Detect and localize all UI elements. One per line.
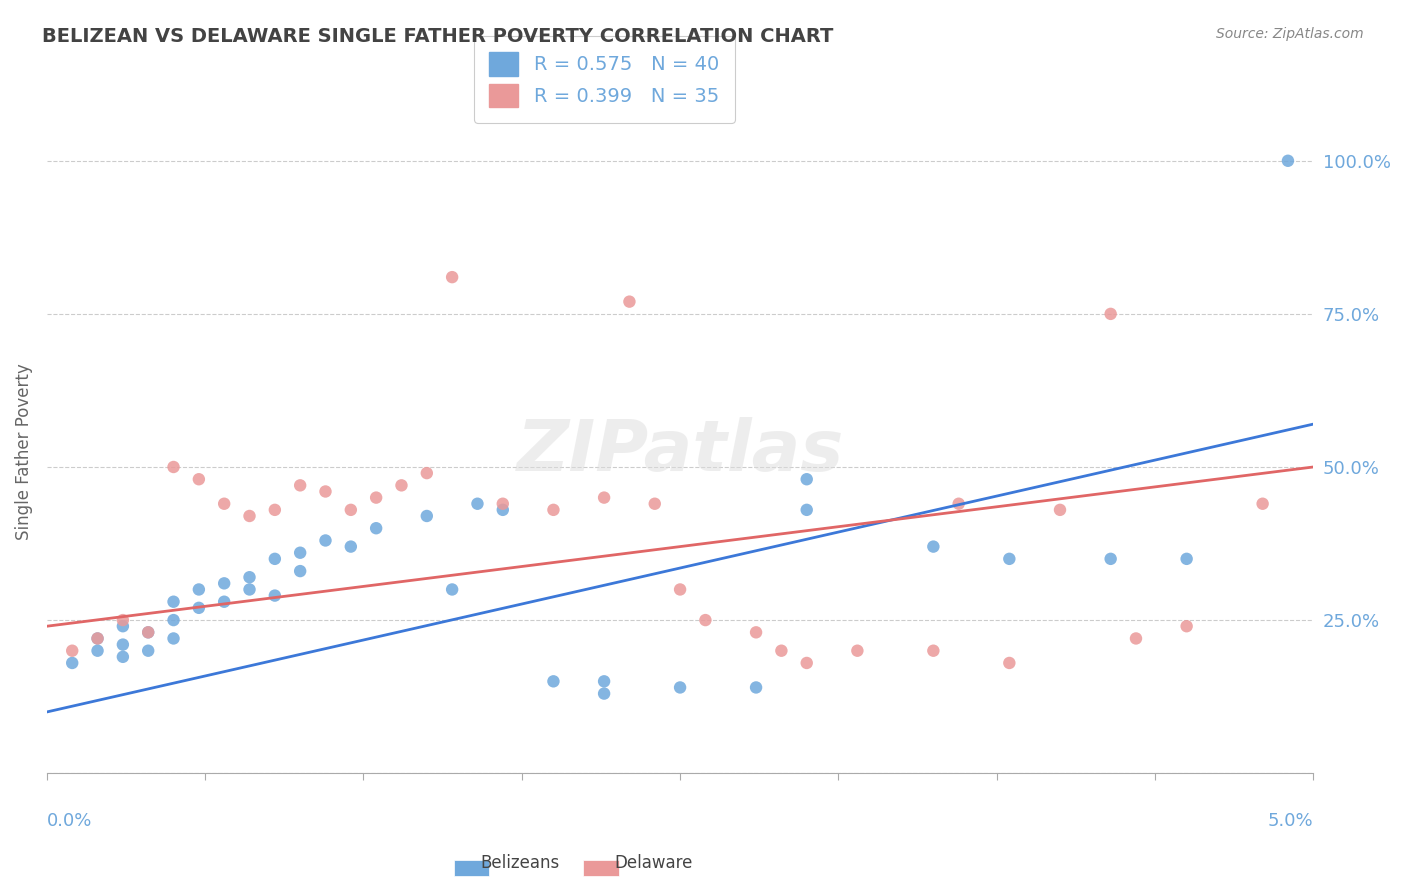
Point: [162, 460, 184, 475]
Point: [745, 681, 768, 695]
Point: [1277, 153, 1299, 168]
Point: [187, 600, 209, 615]
Point: [467, 497, 489, 511]
Point: [644, 497, 666, 511]
Point: [1049, 503, 1071, 517]
Y-axis label: Single Father Poverty: Single Father Poverty: [15, 363, 32, 540]
Point: [315, 533, 337, 548]
Point: [366, 521, 388, 535]
Point: [187, 472, 209, 486]
Point: [1175, 619, 1198, 633]
Point: [593, 674, 616, 689]
Point: [441, 582, 464, 597]
Point: [162, 632, 184, 646]
Text: Source: ZipAtlas.com: Source: ZipAtlas.com: [1216, 27, 1364, 41]
Text: ZIPatlas: ZIPatlas: [516, 417, 844, 486]
Point: [288, 546, 311, 560]
Point: [288, 564, 311, 578]
Point: [846, 643, 869, 657]
Point: [796, 472, 818, 486]
Point: [366, 491, 388, 505]
Point: [136, 625, 159, 640]
Point: [238, 570, 260, 584]
Point: [695, 613, 717, 627]
Point: [770, 643, 793, 657]
Point: [543, 674, 565, 689]
Point: [136, 643, 159, 657]
Point: [998, 656, 1021, 670]
Text: BELIZEAN VS DELAWARE SINGLE FATHER POVERTY CORRELATION CHART: BELIZEAN VS DELAWARE SINGLE FATHER POVER…: [42, 27, 834, 45]
Point: [593, 491, 616, 505]
Point: [315, 484, 337, 499]
Text: 0.0%: 0.0%: [46, 812, 93, 830]
Point: [340, 540, 363, 554]
Point: [416, 466, 439, 480]
Point: [593, 687, 616, 701]
Point: [492, 503, 515, 517]
Point: [263, 589, 285, 603]
Text: 5.0%: 5.0%: [1268, 812, 1313, 830]
Point: [212, 497, 235, 511]
Point: [86, 632, 108, 646]
Point: [1251, 497, 1274, 511]
Point: [162, 613, 184, 627]
Point: [238, 508, 260, 523]
Point: [745, 625, 768, 640]
Point: [669, 681, 692, 695]
Point: [60, 656, 83, 670]
Point: [796, 503, 818, 517]
Point: [111, 638, 134, 652]
Point: [111, 649, 134, 664]
Point: [340, 503, 363, 517]
Point: [212, 576, 235, 591]
Point: [1099, 307, 1122, 321]
Text: Belizeans: Belizeans: [481, 855, 560, 872]
Point: [922, 643, 945, 657]
Point: [263, 552, 285, 566]
Point: [998, 552, 1021, 566]
Point: [1175, 552, 1198, 566]
Point: [669, 582, 692, 597]
Point: [162, 595, 184, 609]
Point: [111, 613, 134, 627]
Point: [619, 294, 641, 309]
Point: [86, 632, 108, 646]
Point: [288, 478, 311, 492]
Point: [922, 540, 945, 554]
Point: [441, 270, 464, 285]
FancyBboxPatch shape: [454, 860, 489, 876]
Point: [212, 595, 235, 609]
Point: [187, 582, 209, 597]
FancyBboxPatch shape: [583, 860, 619, 876]
Point: [796, 656, 818, 670]
Point: [1099, 552, 1122, 566]
Point: [111, 619, 134, 633]
Point: [948, 497, 970, 511]
Text: Delaware: Delaware: [614, 855, 693, 872]
Point: [263, 503, 285, 517]
Legend: R = 0.575   N = 40, R = 0.399   N = 35: R = 0.575 N = 40, R = 0.399 N = 35: [474, 37, 735, 123]
Point: [86, 643, 108, 657]
Point: [492, 497, 515, 511]
Point: [391, 478, 413, 492]
Point: [1125, 632, 1147, 646]
Point: [136, 625, 159, 640]
Point: [416, 508, 439, 523]
Point: [238, 582, 260, 597]
Point: [543, 503, 565, 517]
Point: [60, 643, 83, 657]
